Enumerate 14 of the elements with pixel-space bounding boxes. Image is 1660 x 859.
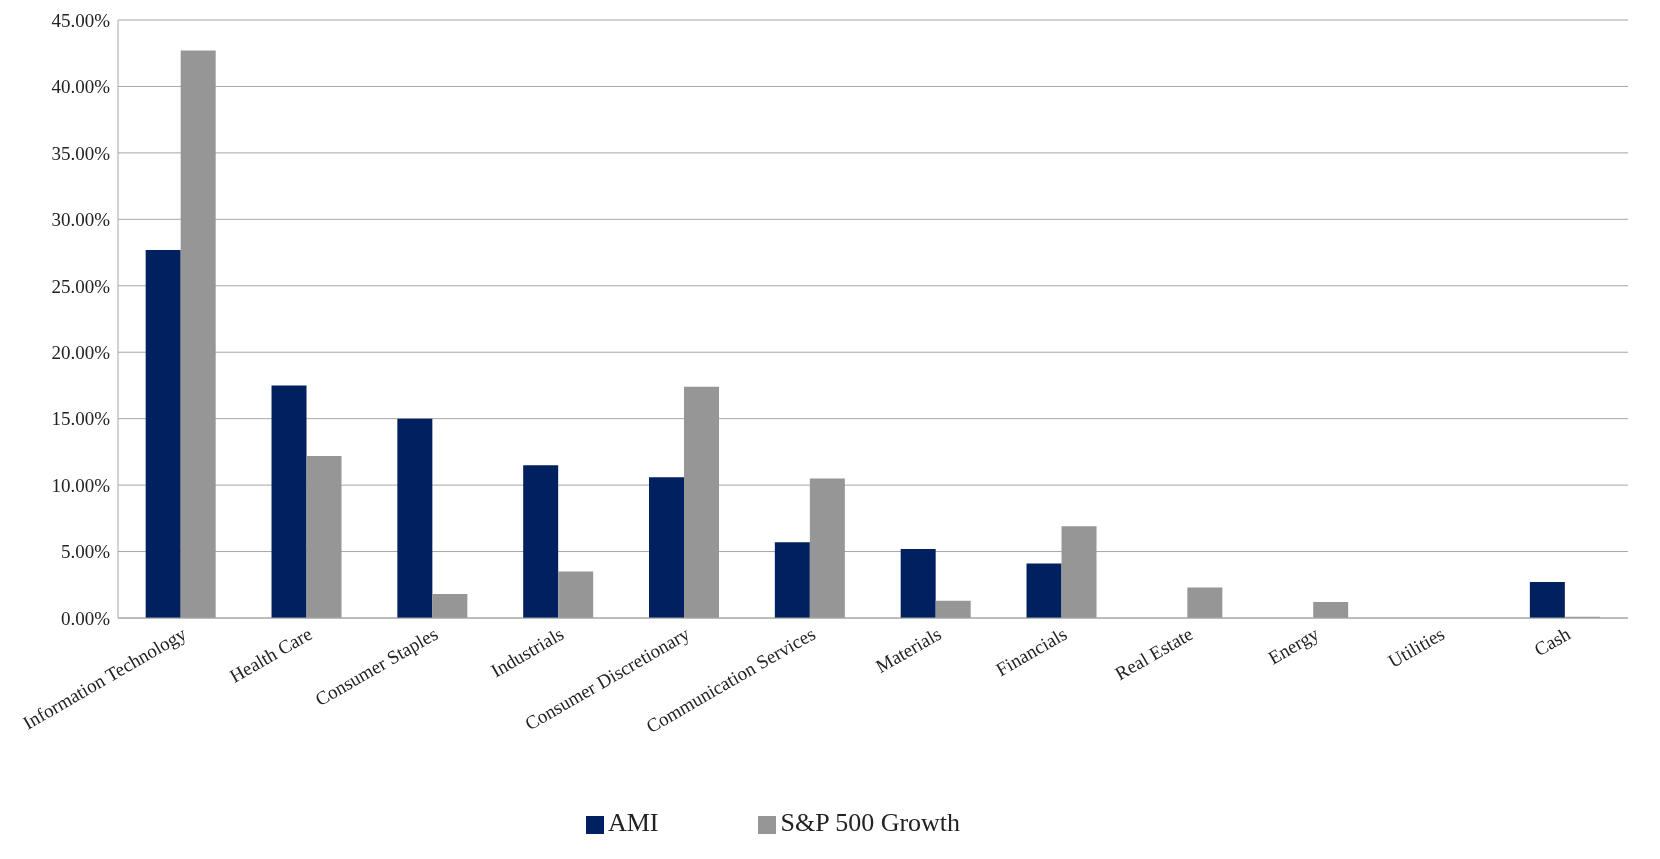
y-tick-label: 5.00%: [60, 541, 111, 563]
y-tick-label: 40.00%: [51, 76, 111, 98]
legend-label: S&P 500 Growth: [780, 808, 961, 837]
y-tick-label: 45.00%: [51, 9, 111, 31]
y-tick-label: 10.00%: [51, 474, 111, 496]
y-tick-label: 25.00%: [51, 275, 111, 297]
y-tick-label: 15.00%: [51, 408, 111, 430]
y-tick-label: 35.00%: [51, 142, 111, 164]
x-tick-label: Cash: [1530, 622, 1575, 661]
y-tick-label: 30.00%: [51, 209, 111, 231]
legend-label: AMI: [607, 808, 659, 837]
x-tick-label: Real Estate: [1111, 622, 1197, 685]
y-tick-label: 20.00%: [51, 341, 111, 363]
y-tick-label: 0.00%: [60, 607, 111, 629]
